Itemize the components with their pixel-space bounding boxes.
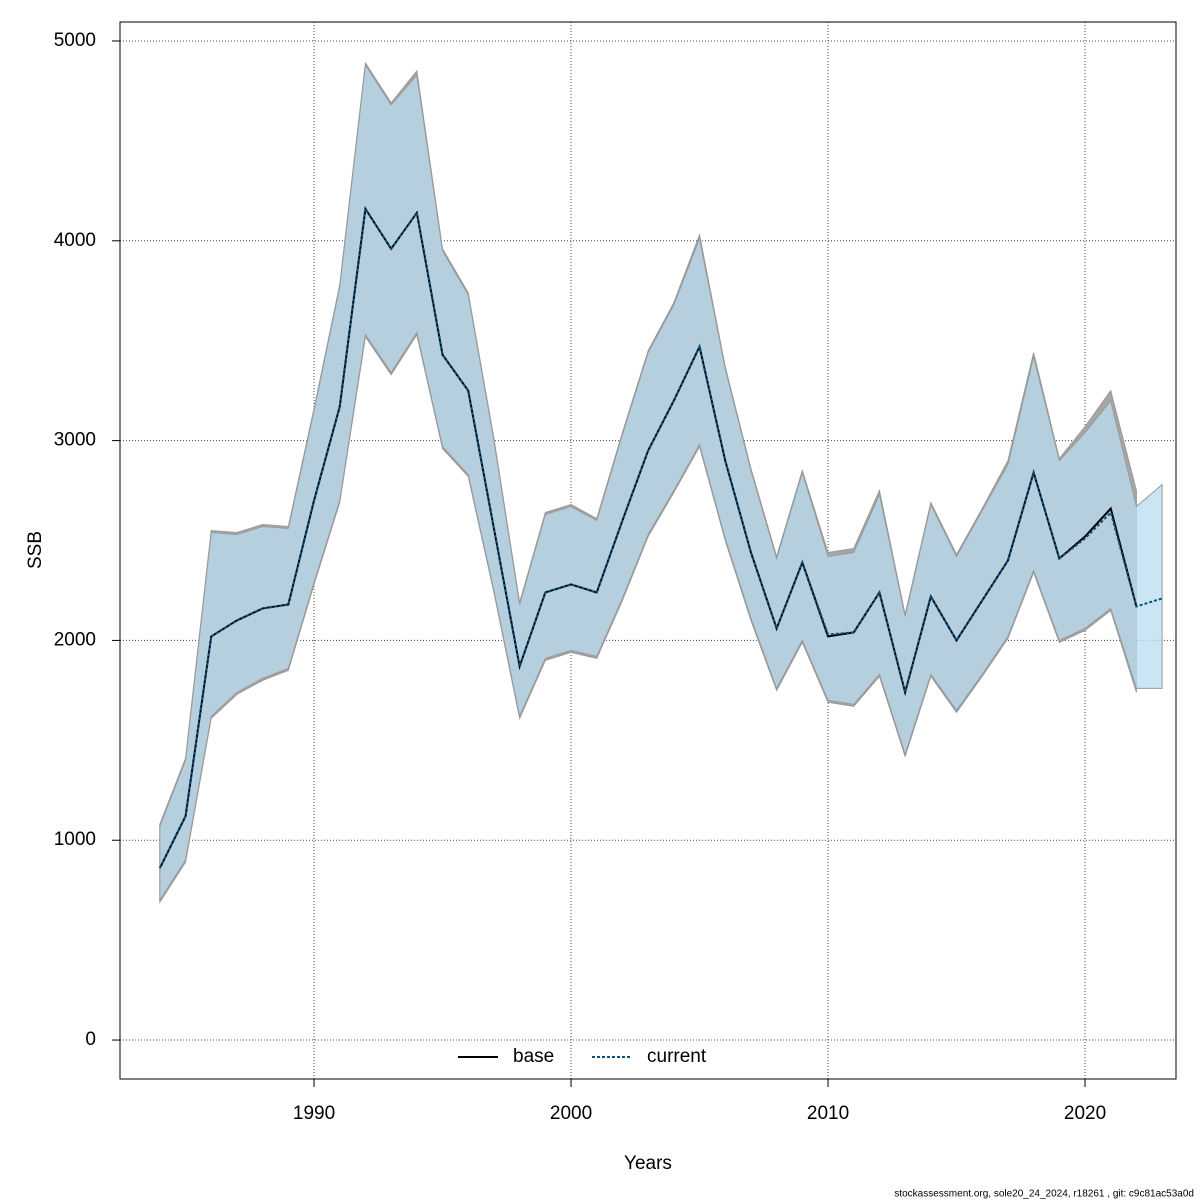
y-tick-label: 1000 — [54, 829, 96, 850]
y-tick-label: 4000 — [54, 230, 96, 251]
footnote: stockassessment.org, sole20_24_2024, r18… — [894, 1189, 1194, 1200]
y-tick-label: 2000 — [54, 629, 96, 650]
y-tick-label: 0 — [85, 1029, 96, 1050]
x-tick-label: 2000 — [550, 1103, 592, 1124]
series-line — [158, 205, 1163, 869]
x-tick-label: 2020 — [1064, 1103, 1106, 1124]
x-tick-label: 2010 — [807, 1103, 849, 1124]
x-tick-label: 1990 — [293, 1103, 335, 1124]
x-axis-title: Years — [624, 1153, 672, 1174]
confidence-band — [159, 63, 1163, 902]
y-tick-label: 5000 — [54, 30, 96, 51]
y-axis-title: SSB — [25, 531, 46, 569]
legend-label: base — [513, 1046, 554, 1067]
legend-label: current — [647, 1046, 707, 1067]
plot-frame — [119, 21, 1177, 1080]
y-tick-label: 3000 — [54, 430, 96, 451]
